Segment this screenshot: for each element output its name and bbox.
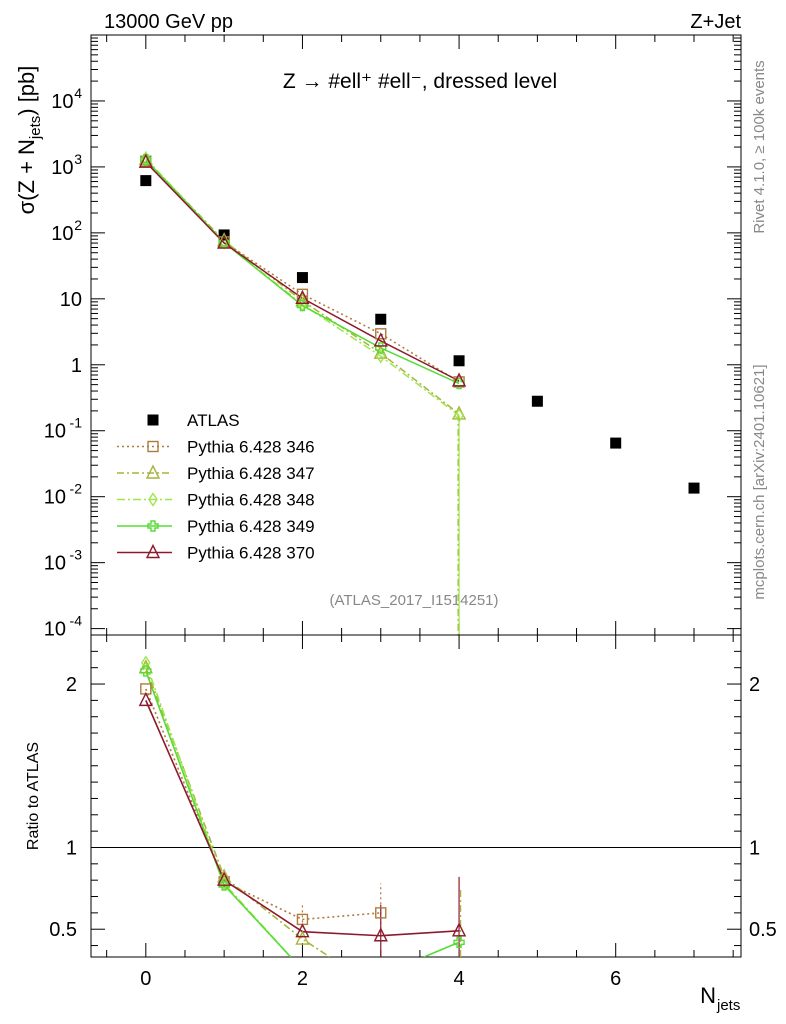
y-tick-label: 10 bbox=[51, 223, 73, 245]
ratio-point-pythia-6-428-349 bbox=[140, 665, 152, 677]
ratio-y-axis-label: Ratio to ATLAS bbox=[25, 742, 42, 850]
legend-label-atlas: ATLAS bbox=[187, 411, 240, 430]
legend: ATLAS Pythia 6.428 346 Pythia 6.428 347 Pyt… bbox=[117, 411, 315, 563]
y-tick-label: 10 bbox=[44, 619, 66, 641]
header-left-label: 13000 GeV pp bbox=[104, 11, 233, 33]
ratio-point-pythia-6-428-370 bbox=[451, 922, 467, 937]
ratio-y-tick-label-right: 2 bbox=[749, 674, 760, 696]
y-tick-label-exponent: -3 bbox=[70, 547, 83, 563]
y-axis-label: σ(Z + Njets) [pb] bbox=[14, 66, 44, 215]
y-tick-label: 10 bbox=[44, 487, 66, 509]
ratio-y-tick-label-right: 0.5 bbox=[749, 919, 777, 941]
ratio-line-pythia-6-428-349-tail bbox=[423, 941, 460, 957]
legend-marker-pythia-6-428-349 bbox=[147, 520, 159, 532]
ratio-line-pythia-6-428-347 bbox=[145, 667, 331, 957]
x-axis-label: N bbox=[700, 983, 716, 1008]
y-tick-label-exponent: -2 bbox=[70, 481, 83, 497]
point-atlas bbox=[688, 482, 700, 494]
y-tick-label: 10 bbox=[51, 91, 73, 113]
series-line-pythia-6-428-346 bbox=[145, 160, 460, 383]
plot-title: Z → #ell⁺ #ell⁻, dressed level bbox=[283, 70, 557, 93]
point-atlas bbox=[296, 272, 308, 284]
series-line-pythia-6-428-349 bbox=[145, 159, 460, 385]
x-tick-label: 4 bbox=[454, 968, 465, 990]
y-tick-label-exponent: 2 bbox=[74, 217, 82, 233]
y-tick-label: 10 bbox=[44, 553, 66, 575]
ratio-point-pythia-6-428-370 bbox=[373, 927, 388, 942]
ratio-y-tick-label-left: 0.5 bbox=[49, 919, 77, 941]
ratio-y-tick-label-left: 1 bbox=[66, 837, 77, 859]
ratio-point-pythia-6-428-370 bbox=[216, 871, 232, 886]
x-axis-label-subscript: jets bbox=[716, 997, 740, 1014]
point-atlas bbox=[610, 437, 622, 449]
series-line-pythia-6-428-370 bbox=[145, 161, 460, 382]
y-tick-label: 1 bbox=[71, 355, 82, 377]
analysis-label: (ATLAS_2017_I1514251) bbox=[329, 592, 498, 609]
ratio-data bbox=[138, 655, 467, 957]
point-atlas bbox=[453, 355, 465, 367]
legend-marker-pythia-6-428-348 bbox=[148, 492, 158, 507]
legend-label-pythia-6-428-349: Pythia 6.428 349 bbox=[187, 517, 315, 536]
legend-marker-pythia-6-428-347 bbox=[145, 464, 161, 479]
ratio-point-pythia-6-428-370 bbox=[138, 691, 153, 707]
x-tick-label: 2 bbox=[297, 968, 308, 990]
point-pythia-6-428-349 bbox=[453, 377, 465, 390]
point-atlas bbox=[375, 313, 387, 325]
ratio-panel: 0 2 4 6 N jets 0.5 0.5 1 1 2 2 Ratio to ATLAS bbox=[25, 634, 777, 1014]
point-pythia-6-428-370 bbox=[373, 332, 388, 347]
ratio-y-tick-label-right: 1 bbox=[749, 837, 760, 859]
ratio-line-pythia-6-428-370 bbox=[145, 700, 460, 937]
ratio-frame-border bbox=[90, 634, 742, 958]
header-right-label: Z+Jet bbox=[690, 11, 741, 33]
x-tick-label: 6 bbox=[610, 968, 621, 990]
y-tick-label-exponent: 4 bbox=[74, 85, 82, 101]
point-pythia-6-428-347 bbox=[295, 292, 310, 307]
ratio-point-pythia-6-428-347 bbox=[138, 659, 153, 674]
ratio-point-pythia-6-428-348 bbox=[140, 655, 151, 671]
legend-marker-atlas bbox=[147, 414, 159, 426]
series-line-pythia-6-428-347 bbox=[145, 158, 460, 415]
legend-label-pythia-6-428-370: Pythia 6.428 370 bbox=[187, 544, 315, 563]
y-tick-label: 10 bbox=[51, 157, 73, 179]
point-pythia-6-428-348 bbox=[375, 348, 386, 364]
legend-marker-pythia-6-428-370 bbox=[145, 543, 161, 559]
ratio-point-pythia-6-428-347 bbox=[216, 868, 232, 883]
y-tick-label-exponent: 3 bbox=[74, 151, 82, 167]
point-pythia-6-428-348 bbox=[454, 408, 464, 423]
y-tick-label: 10 bbox=[60, 289, 82, 311]
y-tick-label-exponent: -4 bbox=[70, 613, 83, 629]
point-pythia-6-428-370 bbox=[295, 289, 310, 304]
ratio-point-pythia-6-428-349-tail bbox=[453, 936, 465, 948]
y-tick-label: 10 bbox=[44, 421, 66, 443]
point-atlas bbox=[531, 395, 543, 407]
legend-label-pythia-6-428-346: Pythia 6.428 346 bbox=[187, 438, 315, 457]
x-tick-label: 0 bbox=[140, 968, 151, 990]
point-pythia-6-428-347 bbox=[373, 344, 388, 359]
point-pythia-6-428-370 bbox=[138, 153, 153, 168]
rivet-label: Rivet 4.1.0, ≥ 100k events bbox=[751, 60, 768, 233]
ratio-line-pythia-6-428-349 bbox=[145, 670, 292, 957]
point-pythia-6-428-370 bbox=[451, 372, 467, 387]
ratio-y-tick-label-left: 2 bbox=[66, 674, 77, 696]
point-pythia-6-428-370 bbox=[216, 234, 232, 249]
legend-label-pythia-6-428-347: Pythia 6.428 347 bbox=[187, 464, 315, 483]
point-pythia-6-428-346 bbox=[375, 328, 387, 340]
legend-marker-pythia-6-428-346 bbox=[147, 440, 159, 453]
legend-label-pythia-6-428-348: Pythia 6.428 348 bbox=[187, 491, 315, 510]
mcplots-label: mcplots.cern.ch [arXiv:2401.10621] bbox=[751, 364, 768, 599]
ratio-point-pythia-6-428-346 bbox=[375, 907, 387, 919]
main-data bbox=[138, 150, 700, 635]
y-tick-label-exponent: -1 bbox=[70, 415, 83, 431]
ratio-point-pythia-6-428-370 bbox=[295, 923, 310, 938]
point-atlas bbox=[140, 175, 152, 187]
ratio-point-pythia-6-428-347 bbox=[295, 930, 310, 945]
ratio-line-pythia-6-428-346 bbox=[145, 688, 381, 921]
